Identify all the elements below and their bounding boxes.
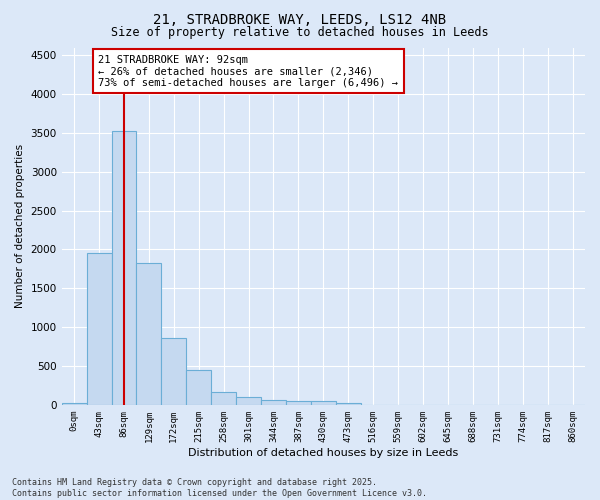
Text: 21, STRADBROKE WAY, LEEDS, LS12 4NB: 21, STRADBROKE WAY, LEEDS, LS12 4NB [154,12,446,26]
Bar [286,400,311,405]
Bar [86,254,112,405]
Bar [211,392,236,405]
X-axis label: Distribution of detached houses by size in Leeds: Distribution of detached houses by size … [188,448,458,458]
Bar [236,398,261,405]
Bar [261,400,286,405]
Bar [311,401,336,405]
Bar [161,338,186,405]
Y-axis label: Number of detached properties: Number of detached properties [15,144,25,308]
Text: 21 STRADBROKE WAY: 92sqm
← 26% of detached houses are smaller (2,346)
73% of sem: 21 STRADBROKE WAY: 92sqm ← 26% of detach… [98,54,398,88]
Text: Size of property relative to detached houses in Leeds: Size of property relative to detached ho… [111,26,489,39]
Text: Contains HM Land Registry data © Crown copyright and database right 2025.
Contai: Contains HM Land Registry data © Crown c… [12,478,427,498]
Bar [112,130,136,405]
Bar [336,402,361,405]
Bar [186,370,211,405]
Bar [62,402,86,405]
Bar [136,264,161,405]
